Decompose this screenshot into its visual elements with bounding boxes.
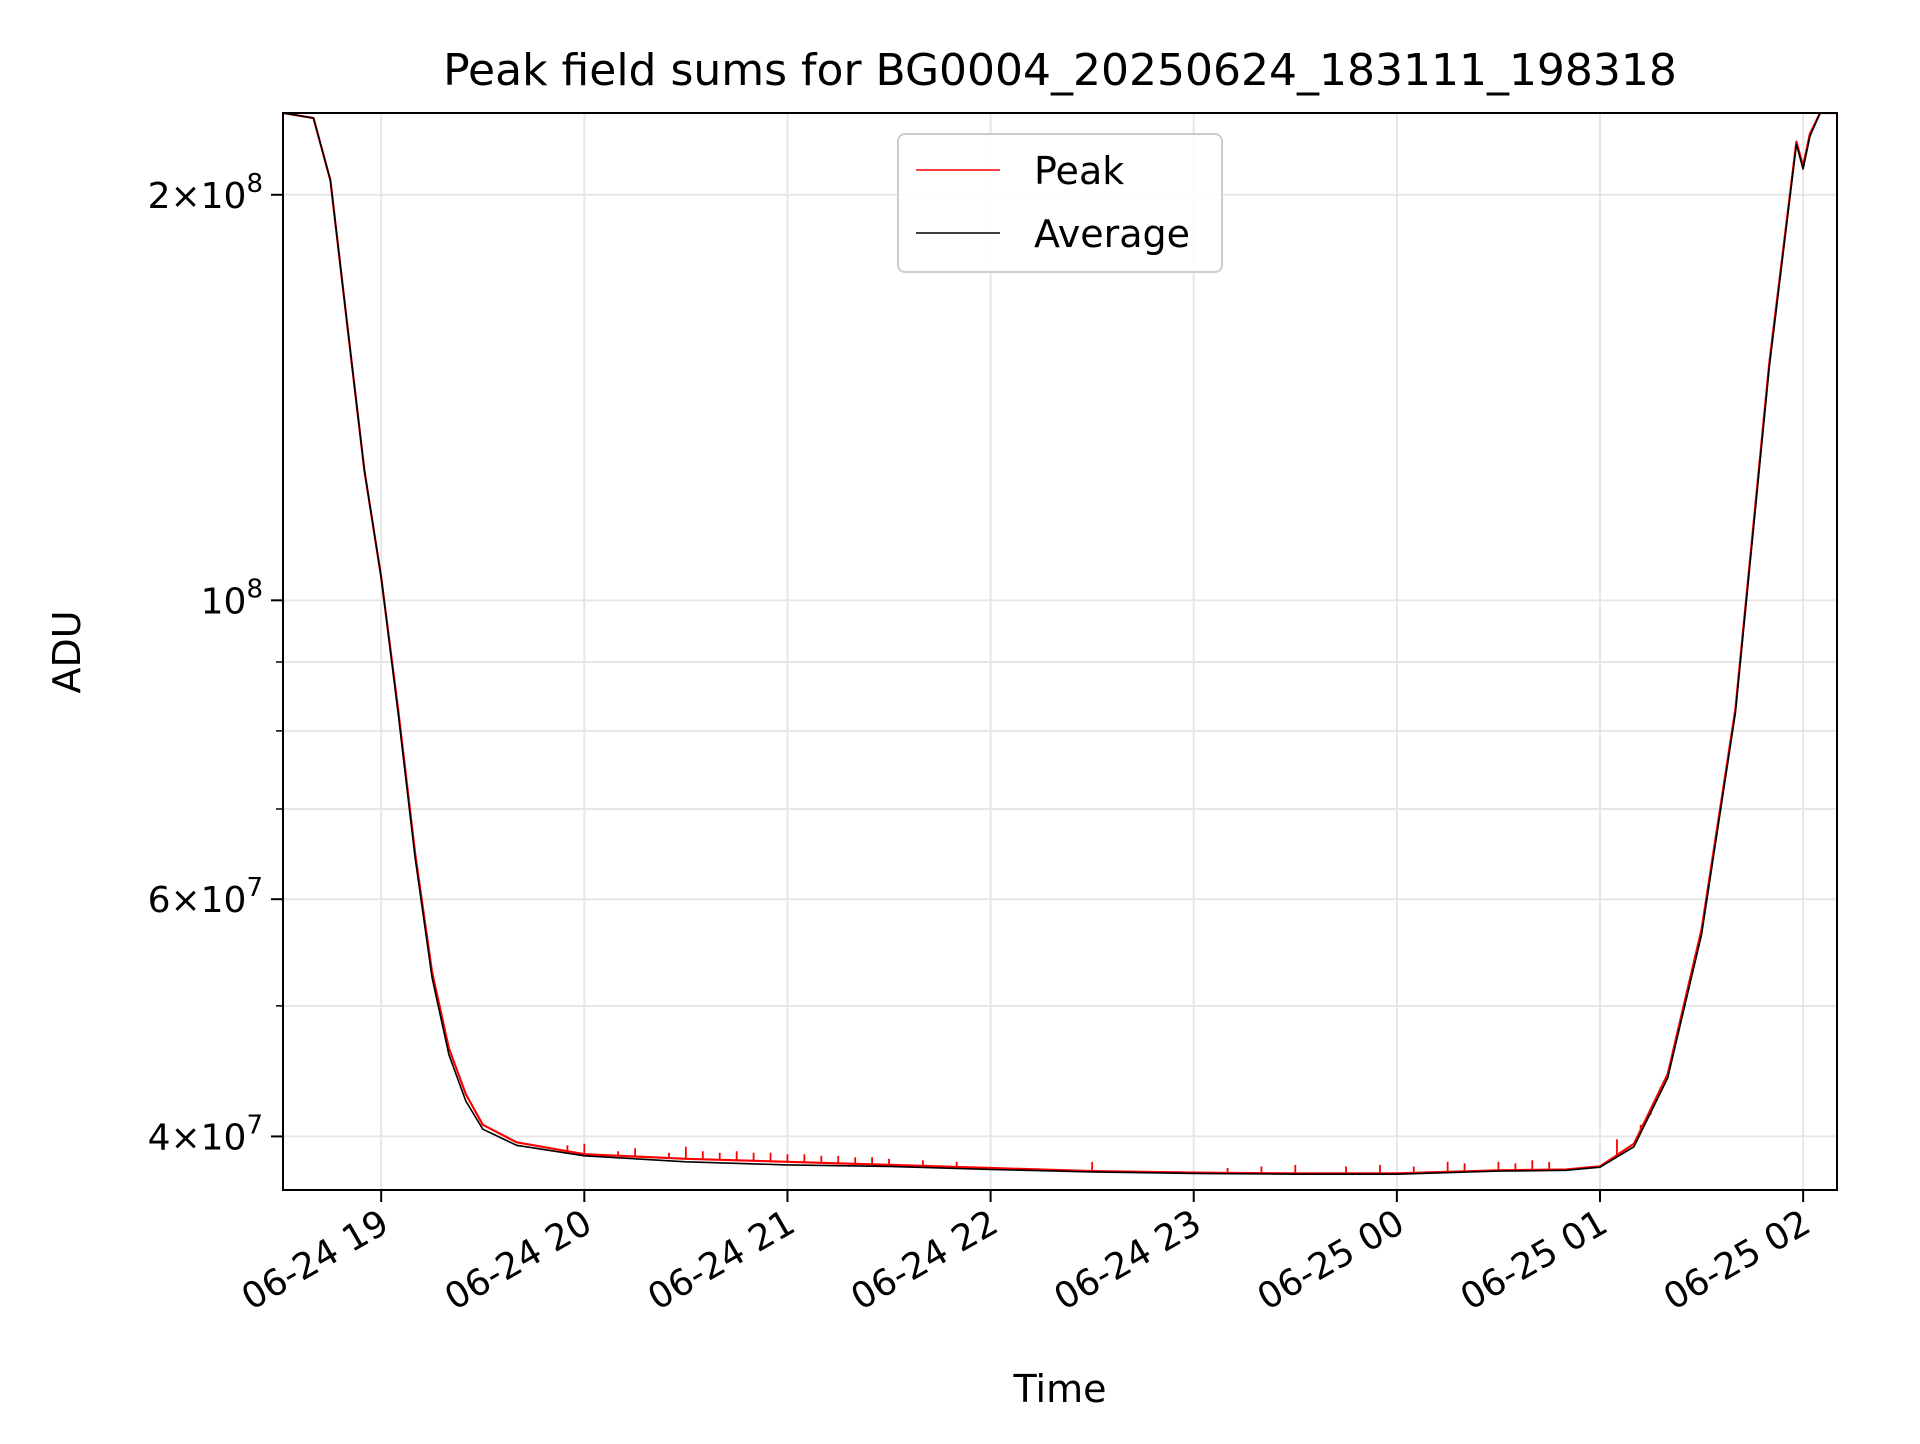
x-axis-label: Time xyxy=(1013,1367,1107,1411)
y-tick-label: 4×107 xyxy=(148,1110,263,1158)
y-tick-times: × xyxy=(170,176,200,217)
y-tick-ten: 10 xyxy=(201,880,247,921)
plot-area xyxy=(283,113,1837,1175)
y-tick-label: 2×108 xyxy=(148,169,263,217)
legend: Peak Average xyxy=(897,133,1223,273)
legend-label-peak: Peak xyxy=(1034,149,1124,193)
y-tick-label: 108 xyxy=(201,574,263,622)
y-tick-times: × xyxy=(170,880,200,921)
y-tick-exponent: 8 xyxy=(246,574,263,604)
y-tick-exponent: 7 xyxy=(246,1110,263,1140)
y-tick-base: 4 xyxy=(148,1117,171,1158)
y-tick-base: 6 xyxy=(148,880,171,921)
y-tick-label: 6×107 xyxy=(148,873,263,921)
legend-label-average: Average xyxy=(1034,212,1190,256)
y-tick-times: × xyxy=(170,1117,200,1158)
axes-frame xyxy=(282,112,1838,1191)
series-line-average xyxy=(283,113,1837,1175)
legend-box xyxy=(897,133,1223,273)
chart-title: Peak field sums for BG0004_20250624_1831… xyxy=(443,45,1677,96)
y-tick-ten: 10 xyxy=(201,1117,247,1158)
y-tick-exponent: 7 xyxy=(246,873,263,903)
grid-lines xyxy=(283,113,1837,1190)
y-tick-base: 2 xyxy=(148,176,171,217)
y-tick-ten: 10 xyxy=(201,176,247,217)
y-tick-exponent: 8 xyxy=(246,169,263,199)
y-axis-label: ADU xyxy=(45,610,89,693)
y-tick-ten: 10 xyxy=(201,581,247,622)
